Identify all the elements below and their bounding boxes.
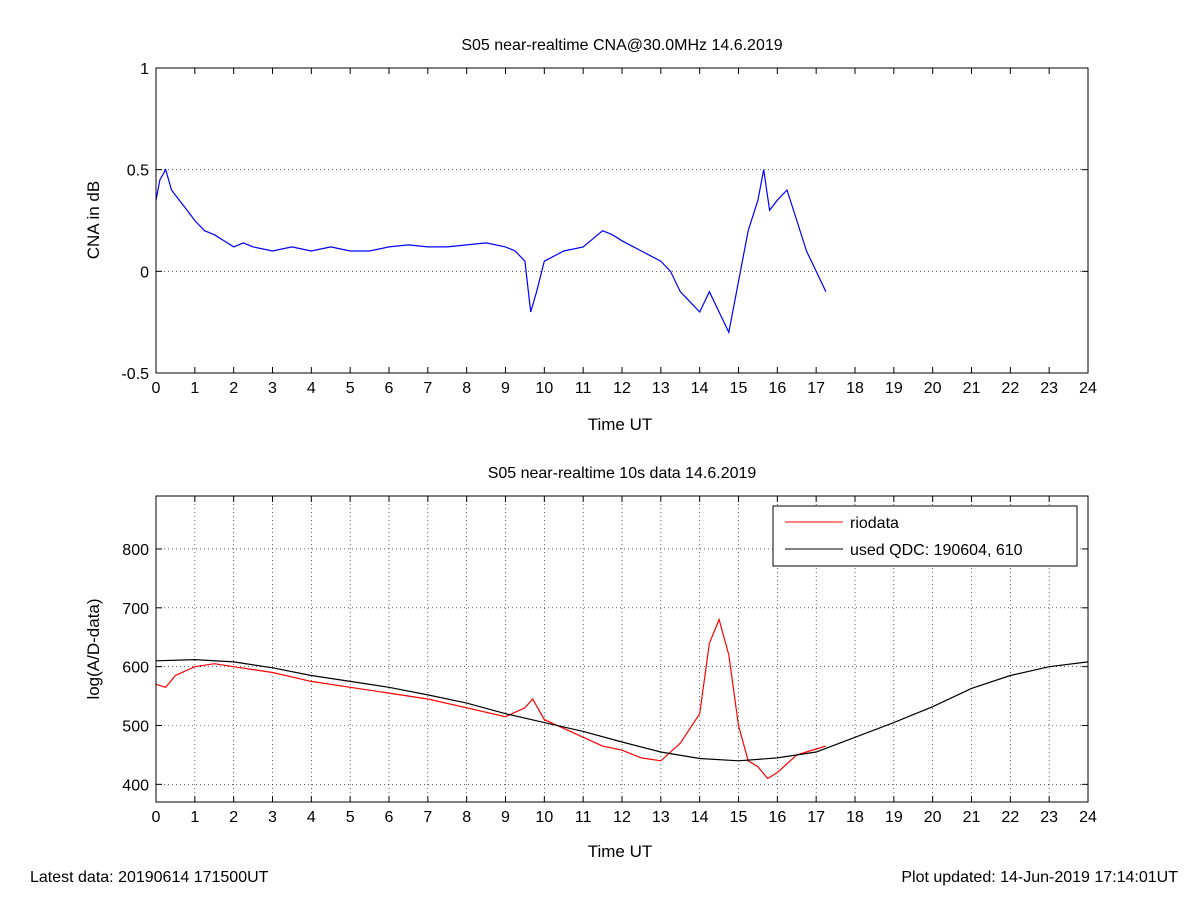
cna-x-tick-label: 11	[575, 380, 592, 397]
riometer-x-tick-label: 3	[268, 809, 277, 826]
cna-y-tick-label: 1	[140, 61, 149, 78]
cna-x-tick-label: 8	[462, 380, 471, 397]
riometer-panel: 0 1 2 3 4 5 6 7 8 9 10 11 12 13 14 15 16 17 18 19 20 21 22 23 24…	[84, 465, 1097, 861]
cna-x-tick-label: 14	[691, 380, 709, 397]
riometer-x-tick-label: 10	[535, 809, 553, 826]
cna-x-tick-label: 24	[1079, 380, 1097, 397]
cna-x-tick-label: 22	[1001, 380, 1019, 397]
riometer-x-tick-label: 16	[768, 809, 786, 826]
cna-x-tick-label: 15	[730, 380, 748, 397]
cna-ticks: 0 1 2 3 4 5 6 7 8 9 10 11 12 13 14 15 16 17 18 19 20 21 22 23 24…	[121, 61, 1097, 397]
riometer-y-tick-label: 700	[122, 601, 149, 618]
riometer-x-tick-label: 0	[152, 809, 161, 826]
legend-label-qdc: used QDC: 190604, 610	[850, 542, 1023, 559]
cna-x-tick-label: 1	[190, 380, 199, 397]
latest-data-text: Latest data: 20190614 171500UT	[30, 869, 269, 886]
cna-y-tick-label: 0.5	[127, 163, 149, 180]
cna-x-tick-label: 9	[501, 380, 510, 397]
cna-x-tick-label: 23	[1040, 380, 1058, 397]
riometer-x-tick-label: 13	[652, 809, 670, 826]
riometer-x-tick-label: 23	[1040, 809, 1058, 826]
riometer-x-tick-label: 7	[423, 809, 432, 826]
riometer-chart-title: S05 near-realtime 10s data 14.6.2019	[488, 465, 757, 482]
cna-x-tick-label: 16	[768, 380, 786, 397]
cna-x-tick-label: 5	[346, 380, 355, 397]
cna-x-tick-label: 2	[229, 380, 238, 397]
riometer-x-tick-label: 15	[730, 809, 748, 826]
cna-y-axis-label: CNA in dB	[84, 181, 103, 259]
riometer-x-tick-label: 14	[691, 809, 709, 826]
cna-x-tick-label: 19	[885, 380, 903, 397]
riometer-x-tick-label: 11	[575, 809, 592, 826]
cna-x-axis-label: Time UT	[588, 415, 653, 434]
cna-series-line-series-0	[156, 168, 827, 335]
cna-plot-area	[156, 168, 827, 335]
riometer-x-tick-label: 22	[1001, 809, 1019, 826]
riometer-x-tick-label: 12	[613, 809, 631, 826]
cna-y-tick-label: 0	[140, 264, 149, 281]
riometer-x-tick-label: 5	[346, 809, 355, 826]
riometer-y-tick-label: 800	[122, 542, 149, 559]
riometer-x-tick-label: 8	[462, 809, 471, 826]
cna-x-tick-label: 17	[807, 380, 825, 397]
riometer-series-line-riodata	[156, 617, 827, 780]
cna-x-tick-label: 3	[268, 380, 277, 397]
riometer-y-tick-label: 400	[122, 777, 149, 794]
riometer-x-tick-label: 17	[807, 809, 825, 826]
cna-grid	[156, 169, 1088, 272]
riometer-ticks: 0 1 2 3 4 5 6 7 8 9 10 11 12 13 14 15 16 17 18 19 20 21 22 23 24…	[122, 496, 1097, 826]
legend: riodata used QDC: 190604, 610	[772, 505, 1078, 567]
riometer-x-axis-label: Time UT	[588, 842, 653, 861]
riometer-x-tick-label: 2	[229, 809, 238, 826]
riometer-series-line-used-qdc-190604-610	[156, 658, 1088, 762]
riometer-x-tick-label: 1	[190, 809, 199, 826]
riometer-x-tick-label: 19	[885, 809, 903, 826]
cna-x-tick-label: 4	[307, 380, 316, 397]
riometer-y-axis-label: log(A/D-data)	[84, 598, 103, 699]
cna-panel: 0 1 2 3 4 5 6 7 8 9 10 11 12 13 14 15 16 17 18 19 20 21 22 23 24…	[84, 37, 1097, 434]
cna-x-tick-label: 0	[152, 380, 161, 397]
riometer-x-tick-label: 20	[924, 809, 942, 826]
riometer-x-tick-label: 4	[307, 809, 316, 826]
legend-box	[772, 505, 1078, 567]
cna-y-tick-label: -0.5	[121, 366, 149, 383]
cna-x-tick-label: 13	[652, 380, 670, 397]
riometer-plot-area	[156, 617, 1088, 780]
cna-x-tick-label: 20	[924, 380, 942, 397]
cna-x-tick-label: 18	[846, 380, 864, 397]
cna-x-tick-label: 12	[613, 380, 631, 397]
cna-x-tick-label: 7	[423, 380, 432, 397]
riometer-y-tick-label: 500	[122, 719, 149, 736]
riometer-x-tick-label: 6	[385, 809, 394, 826]
cna-x-tick-label: 10	[535, 380, 553, 397]
riometer-y-tick-label: 600	[122, 660, 149, 677]
riometer-x-tick-label: 18	[846, 809, 864, 826]
riometer-x-tick-label: 9	[501, 809, 510, 826]
riometer-grid	[156, 496, 1088, 802]
cna-chart-title: S05 near-realtime CNA@30.0MHz 14.6.2019	[461, 37, 782, 54]
cna-x-tick-label: 6	[385, 380, 394, 397]
riometer-x-tick-label: 24	[1079, 809, 1097, 826]
cna-x-tick-label: 21	[963, 380, 981, 397]
plot-updated-text: Plot updated: 14-Jun-2019 17:14:01UT	[901, 869, 1178, 886]
riometer-x-tick-label: 21	[963, 809, 981, 826]
legend-label-riodata: riodata	[850, 515, 899, 532]
